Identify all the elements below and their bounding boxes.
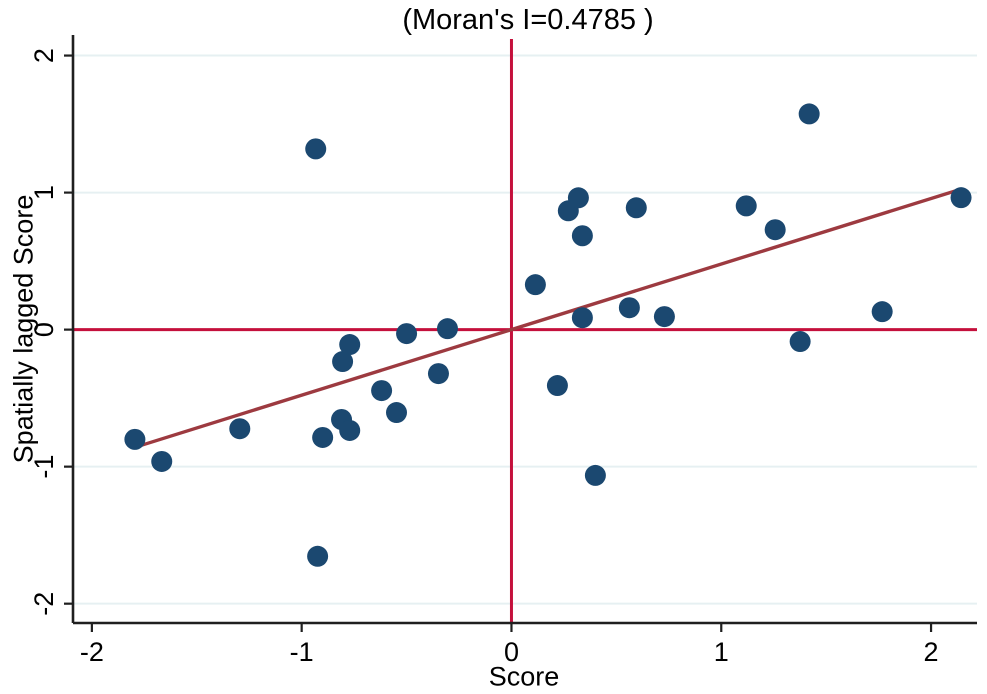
scatter-point	[567, 187, 589, 209]
y-tick-label: 2	[29, 48, 59, 63]
scatter-point	[151, 450, 173, 472]
scatter-point	[735, 195, 757, 217]
y-tick-label: -1	[29, 455, 59, 479]
fit-line	[133, 187, 961, 450]
scatter-point	[339, 334, 361, 356]
y-tick-label: 1	[29, 185, 59, 200]
scatter-point	[307, 545, 329, 567]
scatter-point	[571, 307, 593, 329]
x-tick-label: 1	[714, 637, 729, 667]
y-tick-label: 0	[29, 322, 59, 337]
scatter-point	[312, 426, 334, 448]
scatter-point	[546, 375, 568, 397]
scatter-point	[524, 274, 546, 296]
scatter-point	[798, 103, 820, 125]
scatter-point	[371, 380, 393, 402]
scatter-point	[764, 219, 786, 241]
x-tick-label: 0	[504, 637, 519, 667]
chart-title: (Moran's I=0.4785 )	[402, 4, 654, 36]
scatter-point	[386, 402, 408, 424]
scatter-point	[396, 323, 418, 345]
scatter-point	[436, 318, 458, 340]
scatter-point	[625, 197, 647, 219]
scatter-point	[789, 331, 811, 353]
scatter-point	[229, 418, 251, 440]
x-tick-label: -1	[290, 637, 314, 667]
scatter-point	[950, 187, 972, 209]
scatter-point	[584, 464, 606, 486]
scatter-point	[571, 225, 593, 247]
scatter-point	[618, 297, 640, 319]
scatter-point	[339, 419, 361, 441]
scatter-point	[305, 138, 327, 160]
y-axis-title: Spatially lagged Score	[8, 194, 39, 464]
y-tick-label: -2	[29, 592, 59, 616]
x-tick-label: -2	[80, 637, 104, 667]
scatter-point	[871, 301, 893, 323]
scatter-point	[332, 351, 354, 373]
scatter-point	[124, 428, 146, 450]
scatter-point	[427, 363, 449, 385]
scatter-point	[653, 306, 675, 328]
x-axis-title: Score	[488, 661, 560, 692]
x-tick-label: 2	[924, 637, 939, 667]
